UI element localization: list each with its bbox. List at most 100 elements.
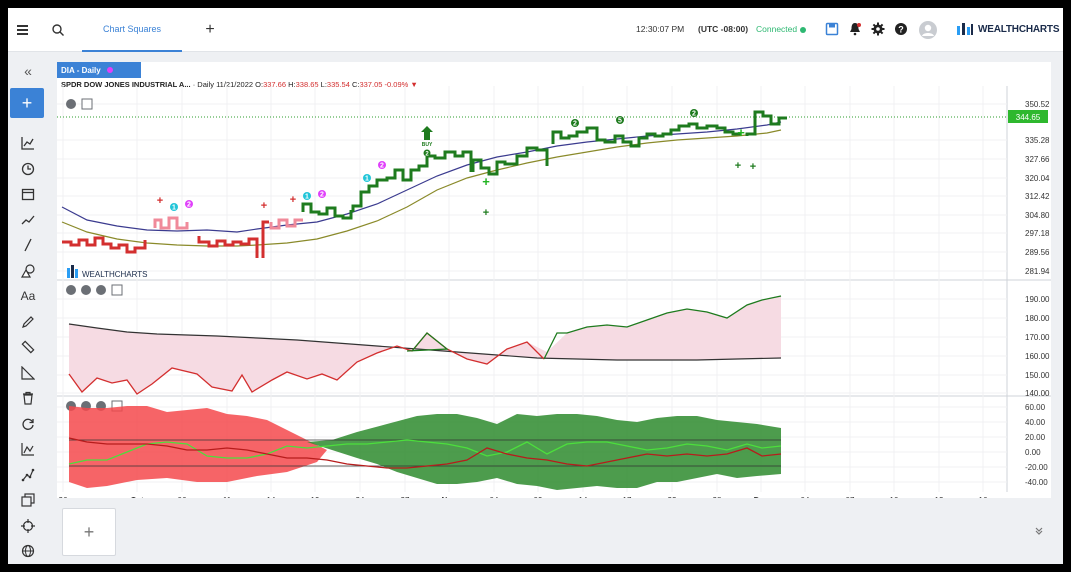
search-icon[interactable] (48, 20, 68, 40)
rsi-tick-label: 190.00 (1025, 295, 1050, 304)
clock-icon[interactable] (16, 158, 40, 180)
save-icon[interactable] (825, 22, 841, 38)
oscillator-tick-label: -20.00 (1025, 463, 1048, 472)
indicator-icon[interactable] (16, 438, 40, 460)
signal-dot (690, 109, 698, 117)
low-label: L: (320, 80, 327, 89)
status-dot (800, 26, 807, 33)
open-label: O: (255, 80, 264, 89)
draw-path-icon[interactable] (16, 464, 40, 486)
move-down-icon[interactable] (81, 285, 91, 295)
signal-number: 2 (320, 192, 324, 199)
crosshair-icon[interactable] (16, 515, 40, 537)
rsi-line-down (68, 332, 545, 395)
expand-pane-icon[interactable] (111, 284, 123, 296)
plus-marker: + (261, 200, 267, 212)
line-tool-icon[interactable] (16, 234, 40, 256)
rsi-tick-label: 140.00 (1025, 389, 1050, 398)
price-square-series (62, 236, 147, 254)
move-up-icon[interactable] (96, 285, 106, 295)
price-square-series (745, 110, 787, 136)
rsi-baseline (68, 323, 782, 361)
date-tick-label: 04 (801, 496, 810, 498)
date-tick-label: 14 (267, 496, 276, 498)
signal-dot (363, 174, 371, 182)
signal-number: 5 (618, 118, 622, 125)
brand-logo-icon (957, 23, 973, 35)
rsi-line-up (406, 332, 449, 352)
settings-gear-icon[interactable] (871, 22, 887, 38)
symbol-tag[interactable]: DIA - Daily (57, 62, 141, 78)
hide-pane-icon[interactable] (66, 99, 76, 109)
globe-icon[interactable] (16, 540, 40, 562)
layers-icon[interactable] (16, 489, 40, 511)
refresh-icon[interactable] (16, 413, 40, 435)
expand-pane-icon[interactable] (81, 98, 93, 110)
date-tick-label: 16 (979, 496, 988, 498)
signal-number: 1 (365, 176, 369, 183)
signal-number: 2 (380, 163, 384, 170)
date-tick-label: 06 (178, 496, 187, 498)
measure-icon[interactable] (16, 362, 40, 384)
signal-dot (423, 149, 431, 157)
signal-number: 1 (172, 205, 176, 212)
user-avatar-icon[interactable] (918, 20, 938, 40)
date-tick-label: 04 (490, 496, 499, 498)
collapse-sidebar-button[interactable]: « (24, 63, 32, 79)
add-panel-button[interactable]: + (62, 508, 116, 556)
menu-icon[interactable] (14, 20, 34, 40)
rsi-fill-area (69, 296, 781, 394)
oscillator-tick-label: 20.00 (1025, 433, 1046, 442)
chart-type-icon[interactable] (16, 132, 40, 154)
shapes-icon[interactable] (16, 260, 40, 282)
trend-line-icon[interactable] (16, 209, 40, 231)
date-tick-label: 19 (311, 496, 320, 498)
oscillator-tick-label: 0.00 (1025, 448, 1041, 457)
drawing-toolbar: « + Aa (8, 52, 48, 564)
oscillator-red-band (69, 406, 327, 488)
add-tab-button[interactable]: + (205, 21, 215, 38)
chart-canvas[interactable]: + 1 2 + + 1 2 1 2 BUY 2 + + 2 5 2 + + + (57, 62, 1051, 498)
oscillator-tick-label: 60.00 (1025, 403, 1046, 412)
trash-icon[interactable] (16, 387, 40, 409)
high-value: 338.65 (295, 80, 319, 89)
signal-markers: + 1 2 + + 1 2 1 2 BUY 2 + + 2 5 2 + + + (157, 109, 756, 219)
plus-marker: + (290, 194, 296, 206)
help-icon[interactable]: ? (894, 22, 910, 38)
watermark-bar (71, 265, 74, 278)
last-price-badge (1008, 110, 1048, 123)
calendar-icon[interactable] (16, 183, 40, 205)
add-indicator-button[interactable]: + (10, 88, 44, 118)
tab-chart-squares[interactable]: Chart Squares (82, 8, 182, 52)
expand-chevron-icon[interactable] (1034, 526, 1044, 539)
alerts-icon[interactable] (848, 22, 864, 38)
rsi-tick-label: 160.00 (1025, 352, 1050, 361)
pencil-icon[interactable] (16, 311, 40, 333)
price-square-series (261, 220, 269, 258)
rsi-tick-label: 180.00 (1025, 314, 1050, 323)
interval-label: · Daily (192, 80, 214, 89)
signal-dot (303, 192, 311, 200)
watermark-bar (67, 268, 70, 278)
signal-dot (185, 200, 193, 208)
buy-label: BUY (422, 142, 433, 148)
price-tick-label: 335.28 (1025, 136, 1050, 145)
price-square-series (551, 122, 741, 148)
open-value: 337.66 (263, 80, 287, 89)
text-tool-icon[interactable]: Aa (20, 289, 36, 303)
top-bar: Chart Squares + 12:30:07 PM (UTC -08:00)… (8, 8, 1063, 52)
date-tick-label: Dec (754, 496, 769, 498)
price-square-series (471, 146, 549, 176)
date-tick-label: 27 (401, 496, 410, 498)
watermark-text: WEALTHCHARTS (82, 270, 148, 279)
signal-number: 2 (573, 121, 577, 128)
hide-pane-icon[interactable] (66, 285, 76, 295)
chart-panel: DIA - Daily SPDR DOW JONES INDUSTRIAL A.… (57, 62, 1051, 498)
timezone: (UTC -08:00) (698, 24, 749, 34)
oscillator-red-line (68, 437, 782, 469)
price-tick-label: 320.04 (1025, 174, 1050, 183)
instrument-name: SPDR DOW JONES INDUSTRIAL A... (61, 80, 191, 89)
ruler-icon[interactable] (16, 336, 40, 358)
brand-name: WEALTHCHARTS (978, 23, 1060, 35)
svg-text:?: ? (898, 25, 904, 35)
